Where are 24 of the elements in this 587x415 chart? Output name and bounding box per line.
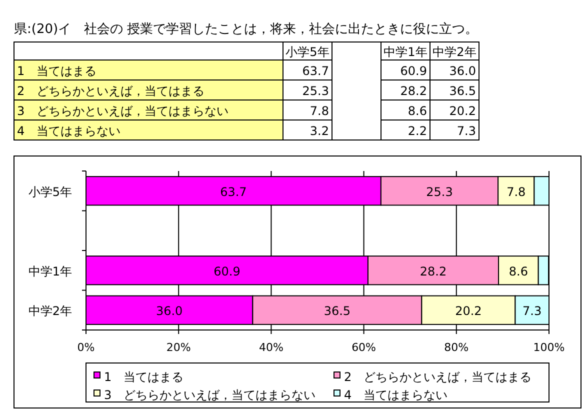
data-label: 7.8 [506, 184, 526, 199]
legend-label: 4 当てはまらない [344, 388, 448, 402]
legend-label: 1 当てはまる [104, 370, 184, 384]
data-label: 60.9 [214, 264, 240, 278]
y-tick-label: 中学1年 [28, 264, 72, 278]
data-label: 28.2 [420, 264, 447, 278]
x-tick-label: 20% [166, 341, 191, 354]
data-label: 25.3 [426, 184, 453, 199]
data-label: 63.7 [220, 184, 247, 199]
data-label: 36.0 [156, 304, 183, 318]
x-tick-label: 0% [77, 341, 95, 354]
x-tick-label: 100% [533, 341, 565, 354]
legend-label: 2 どちらかといえば，当てはまる [344, 370, 532, 384]
data-label: 36.5 [324, 304, 351, 318]
data-label: 20.2 [455, 304, 482, 318]
data-label: 7.3 [522, 304, 542, 318]
legend-label: 3 どちらかといえば，当てはまらない [104, 388, 316, 402]
y-tick-label: 中学2年 [28, 304, 72, 318]
x-tick-label: 80% [444, 341, 469, 354]
x-tick-label: 40% [258, 341, 284, 354]
x-tick-label: 60% [352, 341, 376, 354]
chart-title: 県:(20)イ 社会の 授業で学習したことは，将来，社会に出たときに役に立つ。 [14, 21, 478, 37]
y-tick-label: 小学5年 [28, 184, 72, 199]
data-label: 8.6 [508, 264, 528, 278]
